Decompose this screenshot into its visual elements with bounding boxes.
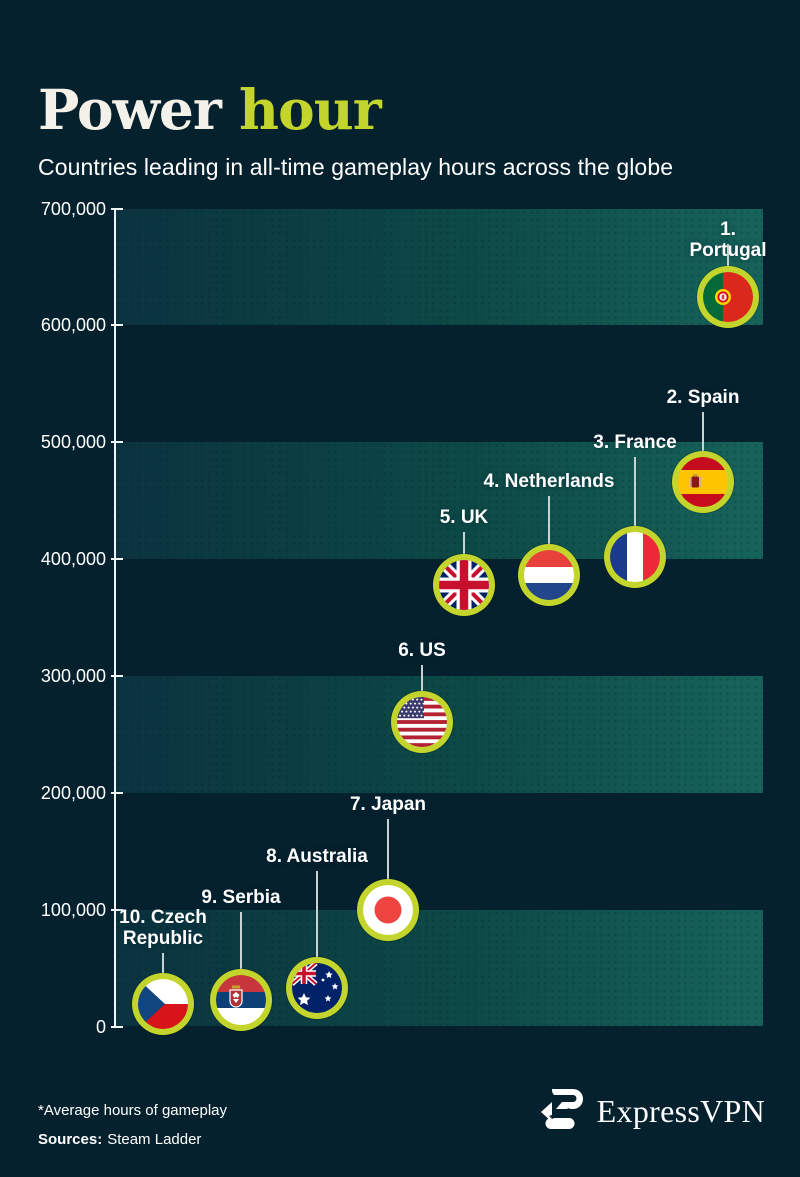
flag-japan-icon (357, 878, 419, 941)
y-tick-label-400000: 400,000 (40, 549, 106, 570)
y-tick-label-200000: 200,000 (40, 782, 106, 803)
connector-au (316, 871, 318, 957)
flag-uk-icon (433, 553, 495, 616)
country-label-cz: 10. Czech Republic (119, 907, 207, 949)
sources-value: Steam Ladder (107, 1131, 202, 1148)
flag-australia-icon (286, 956, 348, 1019)
connector-pt (727, 244, 729, 267)
y-tick-700000 (111, 207, 123, 210)
country-label-uk: 5. UK (439, 507, 489, 528)
y-tick-label-0: 0 (95, 1016, 106, 1037)
flag-portugal-icon (697, 266, 759, 329)
title-word-power: Power (38, 76, 222, 142)
page-subtitle: Countries leading in all-time gameplay h… (38, 154, 674, 180)
flag-us-icon (391, 690, 453, 753)
chart-band-2 (115, 442, 763, 560)
y-tick-200000 (111, 791, 123, 794)
connector-cz (162, 953, 164, 974)
y-tick-600000 (111, 324, 123, 327)
brand-wordmark: ExpressVPN (596, 1093, 765, 1129)
y-tick-label-100000: 100,000 (40, 899, 106, 920)
flag-spain-icon (672, 450, 734, 513)
connector-us (421, 665, 423, 691)
country-label-au: 8. Australia (266, 846, 368, 867)
chart-band-1 (115, 208, 763, 326)
y-tick-label-600000: 600,000 (40, 315, 106, 336)
y-tick-0 (111, 1025, 123, 1028)
flag-netherlands-icon (518, 544, 580, 607)
country-label-es: 2. Spain (666, 387, 740, 408)
country-label-rs: 9. Serbia (201, 887, 281, 908)
sources-line: Sources: Steam Ladder (38, 1131, 201, 1148)
country-label-us: 6. US (398, 640, 446, 661)
y-axis-line (114, 208, 116, 1028)
y-tick-300000 (111, 674, 123, 677)
y-tick-label-500000: 500,000 (40, 432, 106, 453)
flag-france-icon (604, 525, 666, 588)
title-word-hour: hour (239, 76, 382, 142)
y-tick-400000 (111, 558, 123, 561)
flag-serbia-icon (210, 968, 272, 1031)
sources-label: Sources: (38, 1131, 103, 1148)
connector-jp (387, 819, 389, 879)
connector-fr (634, 457, 636, 526)
country-label-fr: 3. France (593, 432, 677, 453)
country-label-nl: 4. Netherlands (483, 471, 615, 492)
country-label-jp: 7. Japan (349, 794, 427, 815)
page-title: Power hour (38, 76, 382, 142)
y-tick-100000 (111, 908, 123, 911)
y-tick-label-700000: 700,000 (40, 198, 106, 219)
connector-es (702, 412, 704, 451)
brand-logo: ExpressVPN (539, 1088, 765, 1135)
y-tick-label-300000: 300,000 (40, 665, 106, 686)
connector-uk (463, 532, 465, 554)
y-tick-500000 (111, 441, 123, 444)
connector-nl (548, 496, 550, 545)
chart-footnote: *Average hours of gameplay (38, 1102, 228, 1119)
connector-rs (240, 912, 242, 969)
expressvpn-icon (539, 1088, 585, 1135)
flag-czech-republic-icon (132, 973, 194, 1036)
